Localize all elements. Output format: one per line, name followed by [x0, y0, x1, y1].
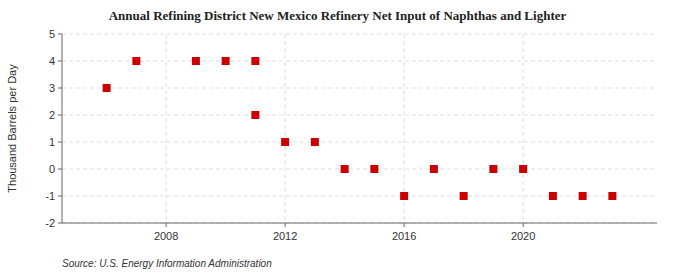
- y-grid-line: [62, 88, 657, 89]
- y-tick: [58, 88, 62, 89]
- y-tick: [58, 115, 62, 116]
- x-tick-label: 2012: [273, 230, 297, 242]
- point: [489, 165, 497, 173]
- y-tick-label: -2: [45, 217, 55, 229]
- x-tick: [404, 223, 405, 227]
- points: [103, 57, 617, 200]
- y-tick-label: -1: [45, 190, 55, 202]
- y-grid-line: [62, 142, 657, 143]
- x-tick: [523, 223, 524, 227]
- x-tick-label: 2008: [154, 230, 178, 242]
- point: [341, 165, 349, 173]
- x-tick: [166, 223, 167, 227]
- y-grid-line: [62, 169, 657, 170]
- title: Annual Refining District New Mexico Refi…: [109, 8, 567, 23]
- point: [132, 57, 140, 65]
- y-tick: [58, 34, 62, 35]
- y-tick-label: 4: [49, 55, 55, 67]
- y-tick-label: 3: [49, 82, 55, 94]
- y-grid-line: [62, 34, 657, 35]
- point: [608, 192, 616, 200]
- y-axis-label: Thousand Barrels per Day: [6, 64, 18, 193]
- x-grid-line: [285, 34, 286, 223]
- y-tick: [58, 142, 62, 143]
- y-tick-label: 5: [49, 28, 55, 40]
- x-tick-label: 2016: [392, 230, 416, 242]
- y-tick: [58, 169, 62, 170]
- point: [103, 84, 111, 92]
- source-note: Source: U.S. Energy Information Administ…: [62, 258, 272, 269]
- y-grid-line: [62, 61, 657, 62]
- point: [579, 192, 587, 200]
- x-tick-label: 2020: [511, 230, 535, 242]
- point: [251, 111, 259, 119]
- y-tick-label: 1: [49, 136, 55, 148]
- grid: [62, 34, 657, 223]
- point: [311, 138, 319, 146]
- y-axis-line: [62, 34, 63, 223]
- ticks: 2008 2012 2016 2020 -2 -1 0 1 2 3 4 5: [45, 28, 535, 242]
- x-tick: [285, 223, 286, 227]
- point: [460, 192, 468, 200]
- point: [400, 192, 408, 200]
- x-axis-line: [62, 223, 657, 224]
- y-tick: [58, 61, 62, 62]
- y-grid-line: [62, 223, 657, 224]
- point: [430, 165, 438, 173]
- y-tick-label: 0: [49, 163, 55, 175]
- y-grid-line: [62, 196, 657, 197]
- y-tick-label: 2: [49, 109, 55, 121]
- x-grid-line: [166, 34, 167, 223]
- point: [192, 57, 200, 65]
- y-grid-line: [62, 115, 657, 116]
- y-tick: [58, 196, 62, 197]
- y-tick: [58, 223, 62, 224]
- point: [549, 192, 557, 200]
- x-grid-line: [523, 34, 524, 223]
- point: [222, 57, 230, 65]
- chart: 2008 2012 2016 2020 -2 -1 0 1 2 3 4 5 Thousand Barre…: [0, 0, 675, 275]
- point: [251, 57, 259, 65]
- point: [519, 165, 527, 173]
- point: [370, 165, 378, 173]
- point: [281, 138, 289, 146]
